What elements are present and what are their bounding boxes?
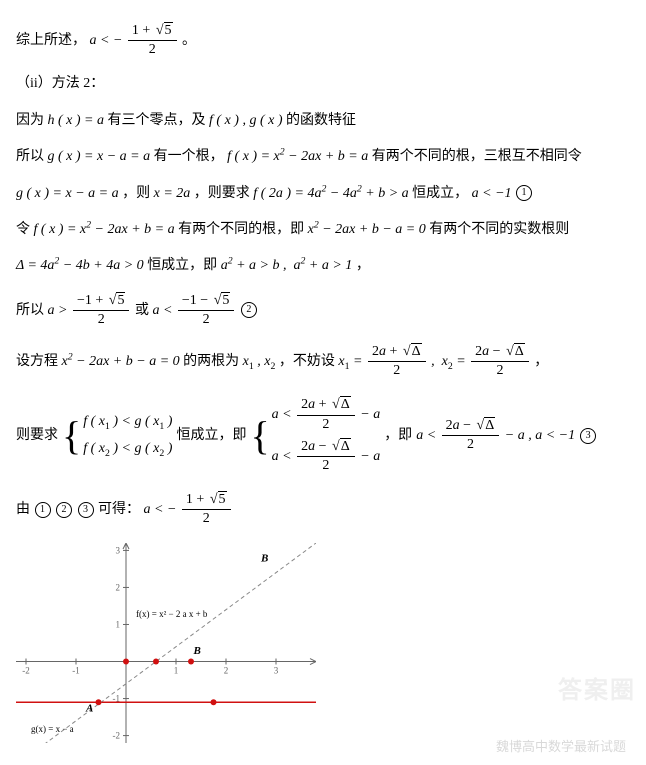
text: ， — [534, 354, 548, 369]
watermark-logo: 答案圈 — [558, 670, 636, 705]
math: g ( x ) = x − a = a — [16, 186, 119, 201]
svg-text:-2: -2 — [113, 730, 121, 740]
circled-ref-2: 2 — [56, 502, 72, 518]
math: f ( x ) = x2 − 2ax + b = a — [227, 149, 368, 164]
circled-2: 2 — [241, 302, 257, 318]
text: 恒成立， — [412, 186, 468, 201]
text: 。 — [182, 33, 196, 48]
text: ， — [356, 258, 370, 273]
math: f ( 2a ) = 4a2 − 4a2 + b > a — [253, 186, 408, 201]
heading-method2: （ii）方法 2： — [16, 73, 630, 95]
math: a < −1 − 52 — [152, 303, 239, 318]
svg-text:B: B — [260, 552, 268, 564]
circled-ref-1: 1 — [35, 502, 51, 518]
text: 的函数特征 — [286, 113, 356, 128]
svg-text:g(x) = x − a: g(x) = x − a — [31, 723, 74, 733]
text: 令 — [16, 222, 34, 237]
math: h ( x ) = a — [48, 113, 105, 128]
math: a < −1 — [472, 186, 512, 201]
svg-text:f(x) = x² − 2 a x + b: f(x) = x² − 2 a x + b — [136, 609, 208, 619]
text: ，不妨设 — [279, 354, 339, 369]
text: ，则 — [122, 186, 154, 201]
function-plot: -2-1123-2-1123ABBf(x) = x² − 2 a x + bg(… — [16, 543, 316, 743]
text: 所以 — [16, 149, 48, 164]
text: 的两根为 — [183, 354, 243, 369]
svg-text:3: 3 — [274, 665, 279, 675]
watermark-text: 魏博高中数学最新试题 — [496, 736, 626, 755]
text: 综上所述， — [16, 33, 86, 48]
math: a2 + a > b , a2 + a > 1 — [221, 258, 353, 273]
math-ineq: a < − 1 + 52 — [90, 33, 183, 48]
svg-text:-2: -2 — [22, 665, 30, 675]
svg-text:B: B — [193, 645, 201, 657]
text: 设方程 — [16, 354, 62, 369]
math-result: a < − 1 + 52 — [144, 502, 233, 517]
text: 恒成立，即 — [176, 425, 246, 447]
circled-3: 3 — [580, 428, 596, 444]
math: x2 − 2ax + b − a = 0 — [308, 222, 426, 237]
circled-ref-3: 3 — [78, 502, 94, 518]
circled-1: 1 — [516, 185, 532, 201]
svg-text:2: 2 — [224, 665, 229, 675]
text: 有两个不同的根，即 — [178, 222, 308, 237]
text: 所以 — [16, 303, 48, 318]
math: g ( x ) = x − a = a — [48, 149, 151, 164]
text: 有两个不同的根，三根互不相同令 — [372, 149, 582, 164]
text: 恒成立，即 — [147, 258, 221, 273]
math: f ( x ) = x2 − 2ax + b = a — [34, 222, 175, 237]
math: x = 2a — [154, 186, 191, 201]
math: a > −1 + 52 — [48, 303, 135, 318]
text: 或 — [135, 303, 153, 318]
text: 有两个不同的实数根则 — [429, 222, 569, 237]
text: ，则要求 — [194, 186, 254, 201]
math: Δ = 4a2 − 4b + 4a > 0 — [16, 258, 144, 273]
text: 可得： — [98, 502, 140, 517]
svg-text:1: 1 — [116, 619, 121, 629]
svg-text:A: A — [85, 702, 93, 714]
math: f ( x ) , g ( x ) — [209, 113, 283, 128]
system-2: { a < 2a + Δ2 − a a < 2a − Δ2 − a — [250, 394, 380, 477]
text: 有三个零点，及 — [108, 113, 210, 128]
math: a < 2a − Δ2 − a , a < −1 — [416, 417, 575, 454]
system-1: { f ( x1 ) < g ( x1 ) f ( x2 ) < g ( x2 … — [62, 409, 172, 462]
svg-text:1: 1 — [174, 665, 179, 675]
svg-text:3: 3 — [116, 545, 121, 555]
text: 有一个根， — [154, 149, 224, 164]
text: 则要求 — [16, 425, 58, 447]
text: 由 — [16, 502, 30, 517]
math: x2 − 2ax + b − a = 0 — [62, 354, 180, 369]
math: x1 , x2 — [243, 354, 276, 369]
text: ，即 — [384, 425, 412, 447]
text: 因为 — [16, 113, 48, 128]
svg-text:-1: -1 — [72, 665, 80, 675]
svg-text:2: 2 — [116, 582, 121, 592]
math: x1 = 2a + Δ2 , x2 = 2a − Δ2 — [338, 354, 534, 369]
